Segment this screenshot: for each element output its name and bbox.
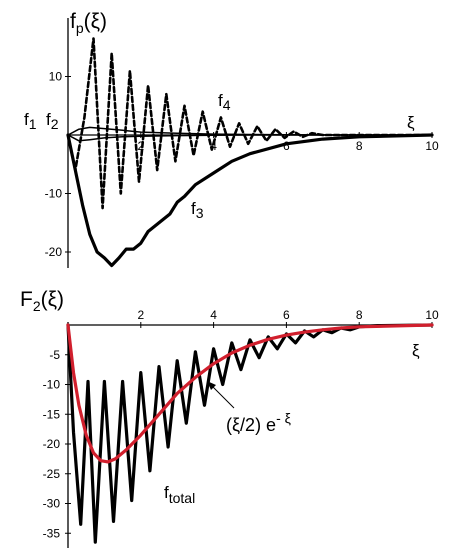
series-label-f1: f1 — [24, 110, 37, 132]
y-tick-label: -35 — [43, 526, 61, 540]
bottom-chart-title: F2(ξ) — [20, 288, 64, 314]
y-tick-label: -20 — [43, 437, 61, 451]
y-tick-label: -15 — [43, 407, 61, 421]
x-tick-label: 6 — [283, 308, 290, 322]
x-tick-label: 10 — [425, 308, 439, 322]
x-tick-label: 8 — [356, 308, 363, 322]
y-tick-label: -10 — [45, 187, 63, 201]
x-tick-label: 10 — [425, 139, 439, 153]
x-tick-label: 8 — [356, 139, 363, 153]
series-label-f3: f3 — [191, 199, 204, 221]
x-tick-label: 4 — [210, 308, 217, 322]
top-y-ticks: 10 -10 -20 — [45, 70, 71, 259]
top-chart: 2 4 6 8 10 10 -10 -20 fp(ξ) ξ f1 f2 f3 f4 — [24, 10, 439, 268]
bottom-x-axis-label: ξ — [412, 341, 420, 360]
y-tick-label: -20 — [45, 245, 63, 259]
annotation-arrow-head — [207, 381, 216, 390]
annotation-arrow-line — [209, 383, 235, 409]
y-tick-label: 10 — [49, 70, 63, 84]
series-label-ftotal: ftotal — [164, 483, 195, 506]
top-series-group — [66, 37, 434, 268]
x-tick-label: 2 — [137, 308, 144, 322]
top-chart-title: fp(ξ) — [70, 10, 107, 36]
y-tick-label: -10 — [43, 378, 61, 392]
bottom-chart: 2 4 6 8 10 -5 -10 -15 -20 -25 -30 -35 F2(ξ) ξ ftot… — [20, 288, 439, 548]
series-label-exp: (ξ/2) e- ξ — [226, 410, 291, 435]
y-tick-label: -30 — [43, 497, 61, 511]
series-label-f4: f4 — [218, 91, 231, 113]
y-tick-label: -25 — [43, 467, 61, 481]
series-label-f2: f2 — [46, 110, 59, 132]
y-tick-label: -5 — [49, 348, 60, 362]
x-tick-label: 4 — [210, 139, 217, 153]
x-tick-label: 6 — [283, 139, 290, 153]
series-line-2-e — [66, 323, 434, 464]
bottom-y-ticks: -5 -10 -15 -20 -25 -30 -35 — [43, 348, 71, 540]
exp-curve-annotation: (ξ/2) e- ξ — [207, 381, 291, 435]
top-x-axis-label: ξ — [407, 113, 415, 132]
series-line-f3 — [66, 133, 434, 268]
x-tick-label: 2 — [137, 139, 144, 153]
bottom-series-group — [66, 323, 434, 544]
series-line-f4 — [66, 37, 434, 210]
